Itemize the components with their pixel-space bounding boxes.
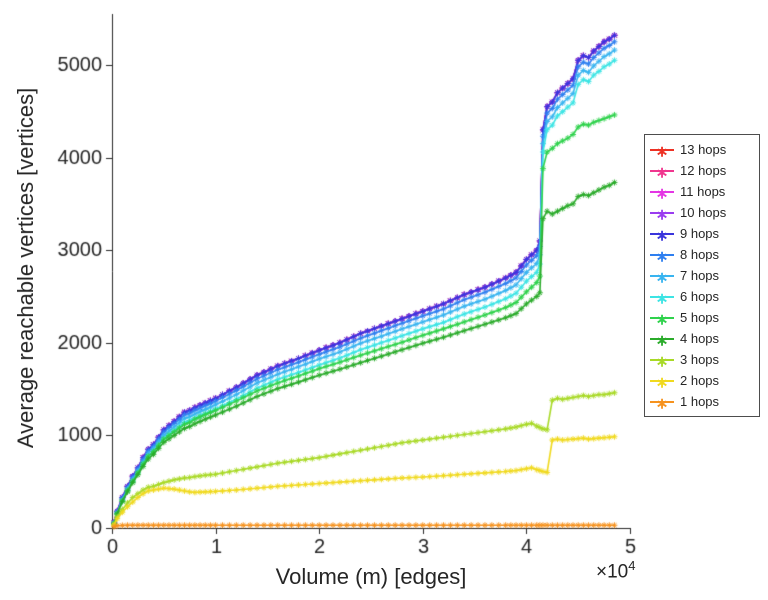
legend-item: ∗ 12 hops	[650, 160, 754, 181]
legend-marker-icon: ∗	[650, 311, 674, 327]
legend-item: ∗ 10 hops	[650, 202, 754, 223]
legend-label: 4 hops	[680, 331, 720, 346]
legend-item: ∗ 13 hops	[650, 139, 754, 160]
x-axis-label: Volume (m) [edges]	[275, 564, 467, 589]
legend-marker-icon: ∗	[650, 332, 674, 348]
x-axis-exponent: ×104	[596, 558, 635, 583]
legend-label: 11 hops	[680, 184, 726, 199]
x-exponent-base: ×10	[596, 561, 629, 583]
legend-label: 7 hops	[680, 268, 720, 283]
legend-marker-icon: ∗	[650, 185, 674, 201]
legend-label: 13 hops	[680, 142, 727, 157]
legend-marker-icon: ∗	[650, 143, 674, 159]
legend-label: 6 hops	[680, 289, 720, 304]
legend-label: 3 hops	[680, 352, 720, 367]
legend-item: ∗ 6 hops	[650, 286, 754, 307]
legend-label: 2 hops	[680, 373, 720, 388]
legend-item: ∗ 9 hops	[650, 223, 754, 244]
legend: ∗ 13 hops ∗ 12 hops ∗ 11 hops ∗ 10 hops ∗ 9 hops ∗…	[644, 134, 760, 417]
legend-marker-icon: ∗	[650, 353, 674, 369]
legend-item: ∗ 4 hops	[650, 328, 754, 349]
legend-item: ∗ 1 hops	[650, 391, 754, 412]
legend-item: ∗ 8 hops	[650, 244, 754, 265]
legend-label: 10 hops	[680, 205, 727, 220]
legend-item: ∗ 5 hops	[650, 307, 754, 328]
legend-item: ∗ 2 hops	[650, 370, 754, 391]
legend-marker-icon: ∗	[650, 248, 674, 264]
legend-marker-icon: ∗	[650, 206, 674, 222]
x-exponent-power: 4	[628, 558, 636, 573]
legend-label: 12 hops	[680, 163, 727, 178]
legend-marker-icon: ∗	[650, 290, 674, 306]
legend-label: 8 hops	[680, 247, 720, 262]
legend-marker-icon: ∗	[650, 227, 674, 243]
legend-marker-icon: ∗	[650, 374, 674, 390]
legend-label: 5 hops	[680, 310, 720, 325]
legend-item: ∗ 7 hops	[650, 265, 754, 286]
legend-marker-icon: ∗	[650, 164, 674, 180]
legend-marker-icon: ∗	[650, 395, 674, 411]
legend-label: 9 hops	[680, 226, 720, 241]
legend-marker-icon: ∗	[650, 269, 674, 285]
y-axis-label: Average reachable vertices [vertices]	[13, 87, 38, 449]
legend-label: 1 hops	[680, 394, 720, 409]
legend-item: ∗ 3 hops	[650, 349, 754, 370]
legend-item: ∗ 11 hops	[650, 181, 754, 202]
